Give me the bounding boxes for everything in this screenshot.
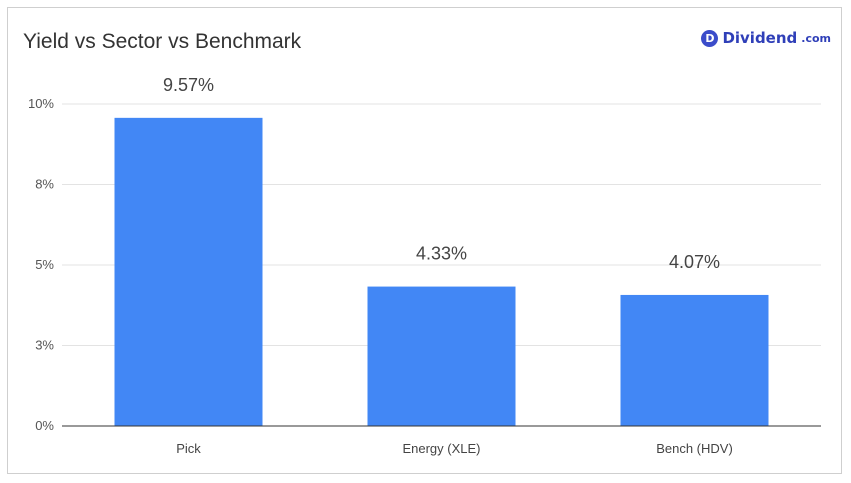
x-axis-categories: Pick Energy (XLE) Bench (HDV) <box>176 441 733 456</box>
chart-title: Yield vs Sector vs Benchmark <box>23 30 302 53</box>
data-labels: 9.57% 4.33% 4.07% <box>163 75 720 272</box>
brand-tld: .com <box>801 31 831 45</box>
y-tick-label: 10% <box>28 96 54 111</box>
bars <box>114 117 769 426</box>
brand-logo[interactable]: D Dividend .com <box>701 29 831 47</box>
y-axis-ticks: 0% 3% 5% 8% 10% <box>28 96 54 433</box>
data-label: 9.57% <box>163 75 214 95</box>
brand-name: Dividend <box>722 29 798 47</box>
dividend-logo-icon: D <box>701 29 719 47</box>
data-label: 4.07% <box>669 252 720 272</box>
y-tick-label: 8% <box>35 177 54 192</box>
y-tick-label: 3% <box>35 338 54 353</box>
x-category-label: Bench (HDV) <box>656 441 733 456</box>
x-category-label: Pick <box>176 441 201 456</box>
bar <box>114 117 263 426</box>
y-tick-label: 5% <box>35 257 54 272</box>
bar <box>367 286 516 426</box>
data-label: 4.33% <box>416 244 467 264</box>
bar <box>620 294 769 426</box>
x-category-label: Energy (XLE) <box>402 441 480 456</box>
y-tick-label: 0% <box>35 418 54 433</box>
